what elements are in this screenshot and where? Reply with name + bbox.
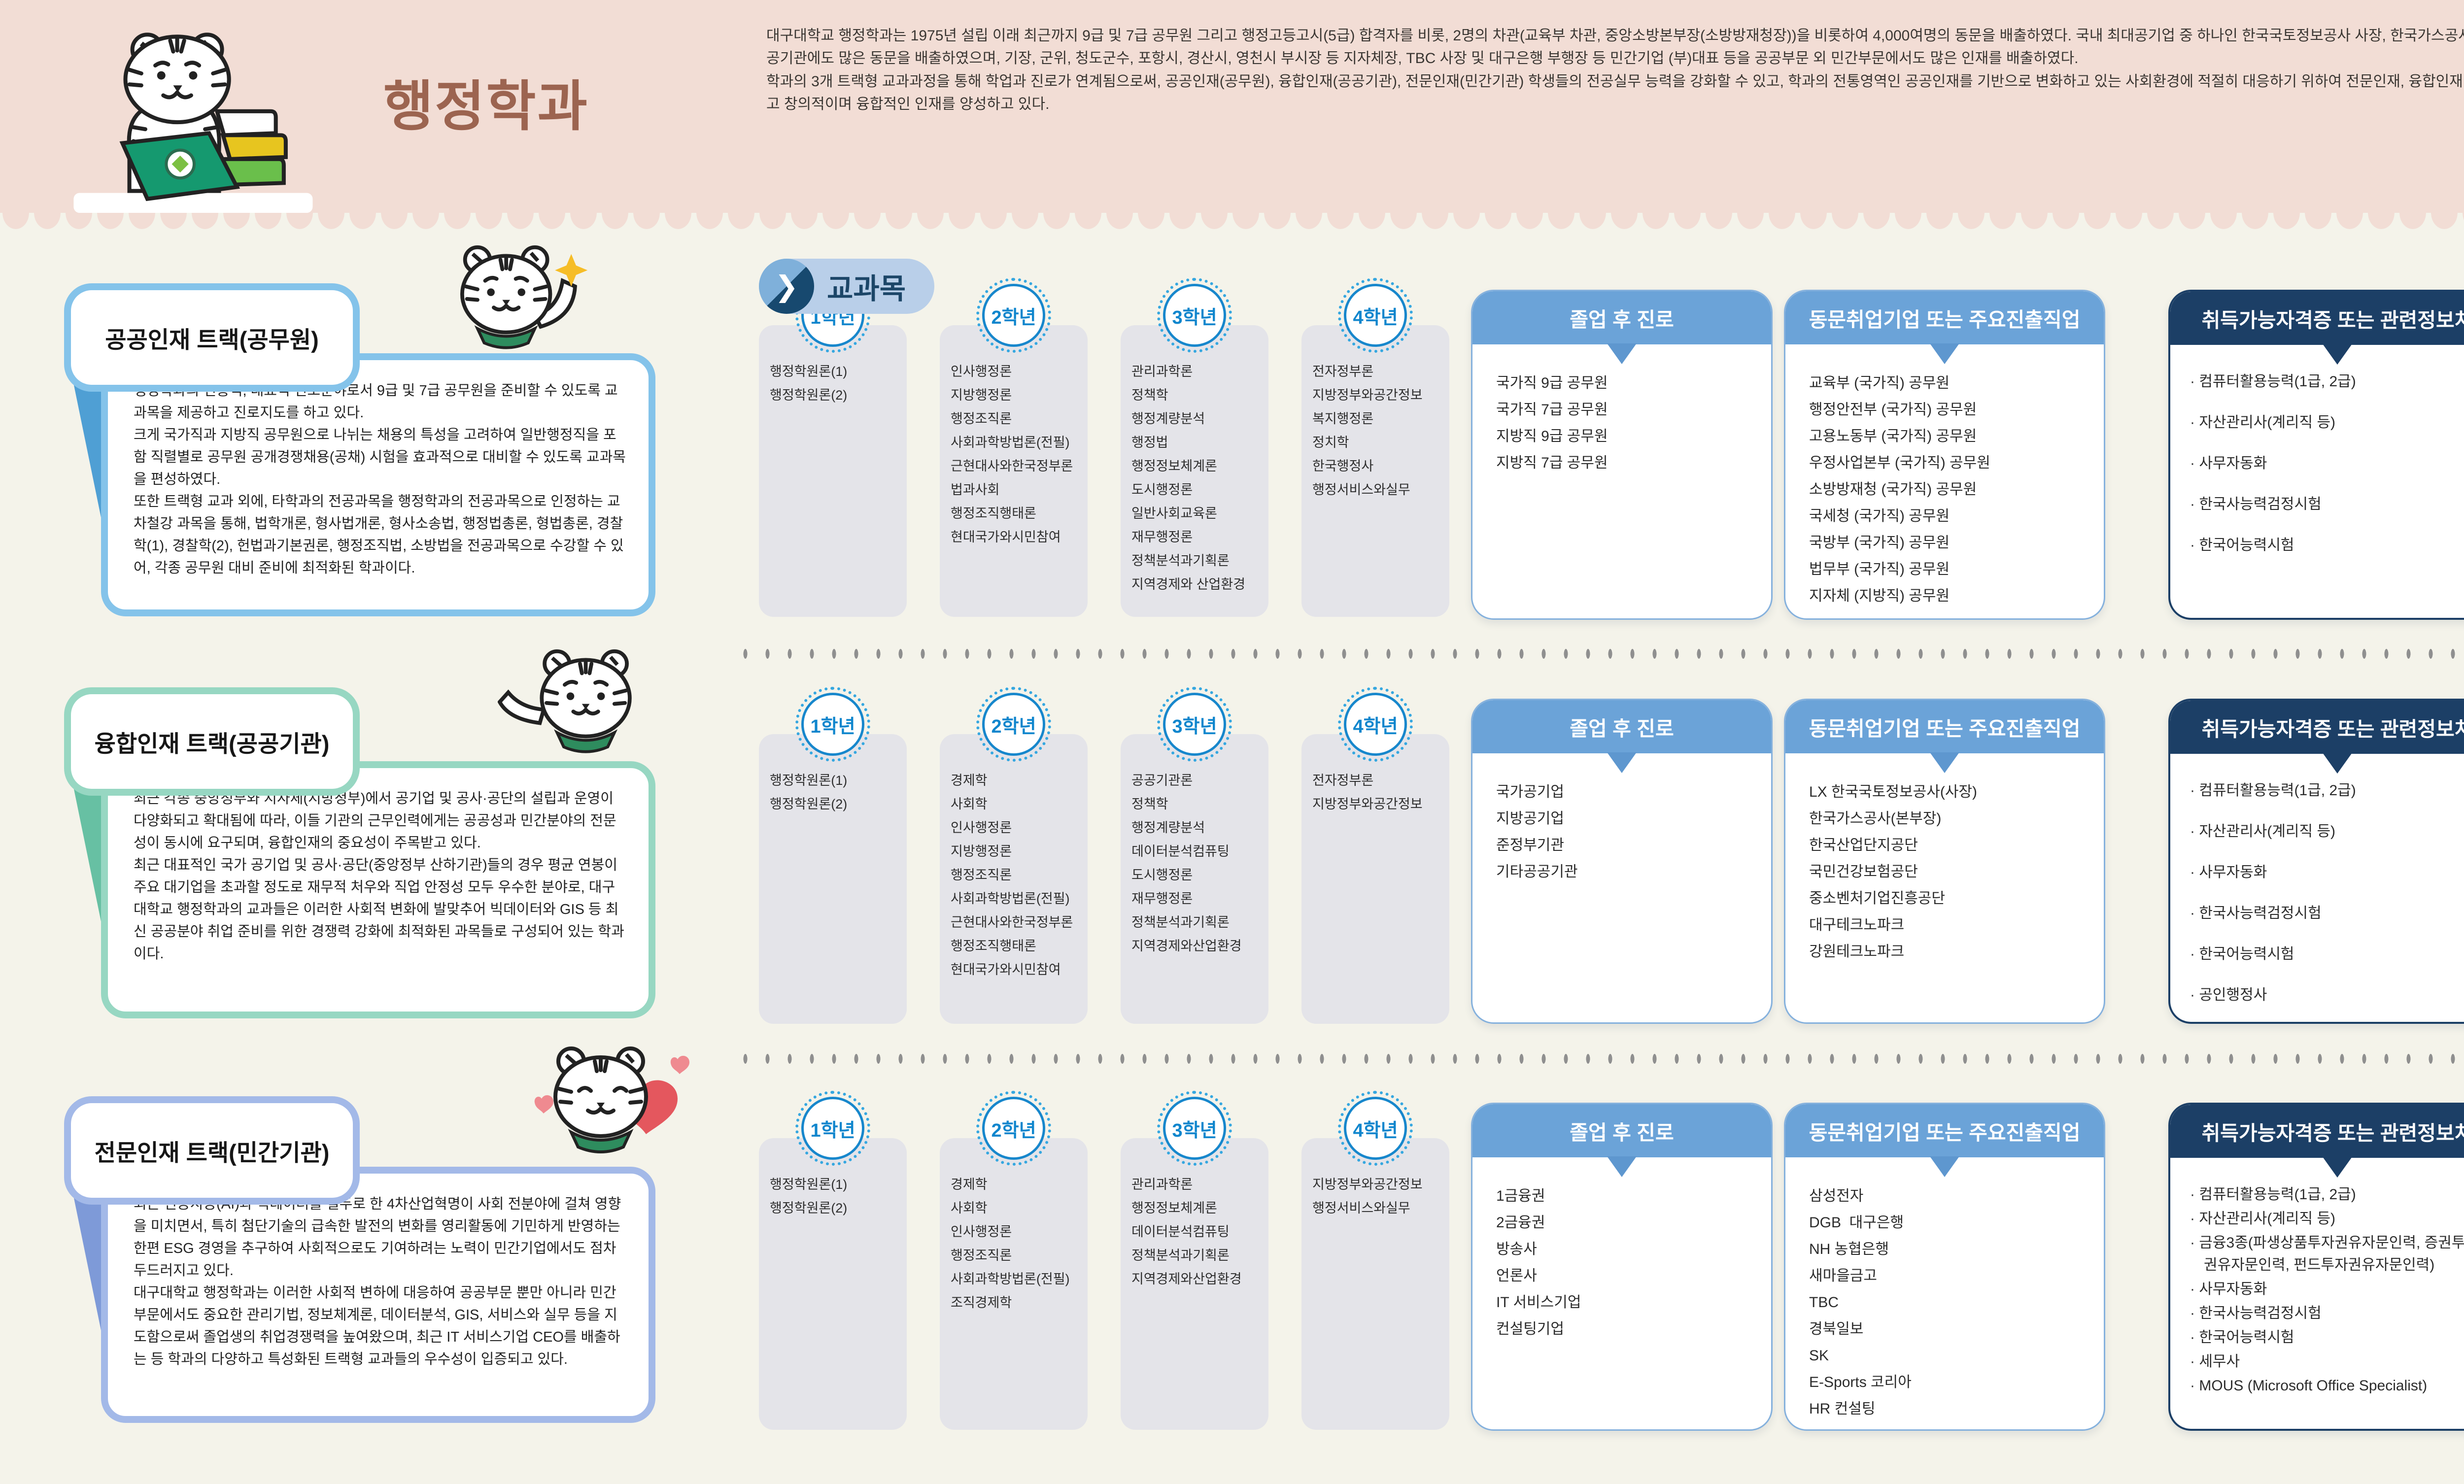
career-box-header: 졸업 후 진로	[1472, 700, 1771, 773]
curriculum-column-year2: 2학년 경제학 사회학 인사행정론 행정조직론 사회과학방법론(전필) 조직경제학	[940, 1091, 1088, 1430]
year-badge: 4학년	[1338, 278, 1413, 353]
career-box: 졸업 후 진로 국가공기업 지방공기업 준정부기관 기타공공기관	[1471, 699, 1773, 1024]
year-badge: 1학년	[795, 1091, 870, 1166]
certificates-box: 취득가능자격증 또는 관련정보처 컴퓨터활용능력(1급, 2급)자산관리사(계리…	[2168, 290, 2464, 620]
companies-box-header: 동문취업기업 또는 주요진출직업	[1785, 1104, 2104, 1177]
course-list: 행정학원론(1) 행정학원론(2)	[770, 1177, 848, 1216]
companies-box: 동문취업기업 또는 주요진출직업 교육부 (국가직) 공무원 행정안전부 (국가직…	[1784, 290, 2105, 620]
curriculum-column-year2: 2학년 경제학 사회학 인사행정론 지방행정론 행정조직론 사회과학방법론(전필) 근현대사…	[940, 687, 1088, 1024]
certificates-box: 취득가능자격증 또는 관련정보처 컴퓨터활용능력(1급, 2급)자산관리사(계리…	[2168, 699, 2464, 1024]
tiger-pointing-mascot-icon	[498, 649, 632, 753]
curriculum-column-year1: 1학년 행정학원론(1) 행정학원론(2)	[759, 278, 907, 617]
intro-paragraph-2: 학과의 3개 트랙형 교과과정을 통해 학업과 진로가 연계됨으로써, 공공인재…	[766, 73, 2464, 112]
course-list: 경제학 사회학 인사행정론 지방행정론 행정조직론 사회과학방법론(전필) 근현대사와한국정…	[951, 773, 1073, 978]
dotted-divider	[734, 1053, 2464, 1064]
course-list: 지방정부와공간정보 행정서비스와실무	[1312, 1177, 1423, 1216]
companies-box: 동문취업기업 또는 주요진출직업 LX 한국국토정보공사(사장) 한국가스공사(본…	[1784, 699, 2105, 1024]
pointer-triangle	[1930, 752, 1959, 773]
curriculum-column-year4: 4학년 전자정부론 지방정부와공간정보 복지행정론 정치학 한국행정사 행정서비스와실무	[1301, 278, 1449, 617]
pointer-triangle	[2323, 1157, 2352, 1178]
course-list: 관리과학론 정책학 행정계량분석 행정법 행정정보체계론 도시행정론 일반사회교육론 재무행정…	[1131, 364, 1246, 592]
career-box: 졸업 후 진로 국가직 9급 공무원 국가직 7급 공무원 지방직 9급 공무원 지방…	[1471, 290, 1773, 620]
year-badge: 4학년	[1338, 687, 1413, 762]
companies-list: 교육부 (국가직) 공무원 행정안전부 (국가직) 공무원 고용노동부 (국가직) …	[1809, 375, 1990, 604]
year-badge: 4학년	[1338, 1091, 1413, 1166]
curriculum-column-year2: 2학년 인사행정론 지방행정론 행정조직론 사회과학방법론(전필) 근현대사와한국정부론…	[940, 278, 1088, 617]
career-box: 졸업 후 진로 1금융권 2금융권 방송사 언론사 IT 서비스기업 컨설팅기업	[1471, 1103, 1773, 1431]
course-list: 공공기관론 정책학 행정계량분석 데이터분석컴퓨팅 도시행정론 재무행정론 정책분석과기획론…	[1131, 773, 1242, 954]
certificates-box: 취득가능자격증 또는 관련정보처 컴퓨터활용능력(1급, 2급)자산관리사(계리…	[2168, 1103, 2464, 1431]
companies-list: 삼성전자 DGB 대구은행 NH 농협은행 새마을금고 TBC 경북일보 SK E-Sport…	[1809, 1188, 1912, 1417]
companies-box-header: 동문취업기업 또는 주요진출직업	[1785, 291, 2104, 364]
curriculum-column-year1: 1학년 행정학원론(1) 행정학원론(2)	[759, 1091, 907, 1430]
course-list: 전자정부론 지방정부와공간정보 복지행정론 정치학 한국행정사 행정서비스와실무	[1312, 364, 1423, 498]
tiger-waving-mascot-icon	[460, 245, 588, 349]
certificates-box-header: 취득가능자격증 또는 관련정보처	[2170, 1105, 2464, 1178]
curriculum-column-year3: 3학년 관리과학론 정책학 행정계량분석 행정법 행정정보체계론 도시행정론 일반사회교육론…	[1121, 278, 1268, 617]
course-list: 전자정부론 지방정부와공간정보	[1312, 773, 1423, 812]
year-badge: 3학년	[1157, 1091, 1232, 1166]
career-box-header: 졸업 후 진로	[1472, 291, 1771, 364]
year-badge: 2학년	[976, 687, 1051, 762]
curriculum-column-year4: 4학년 지방정부와공간정보 행정서비스와실무	[1301, 1091, 1449, 1430]
companies-box-header: 동문취업기업 또는 주요진출직업	[1785, 700, 2104, 773]
course-list: 인사행정론 지방행정론 행정조직론 사회과학방법론(전필) 근현대사와한국정부론 법과사회…	[951, 364, 1073, 545]
curriculum-column-year3: 3학년 공공기관론 정책학 행정계량분석 데이터분석컴퓨팅 도시행정론 재무행정론 정책분석…	[1121, 687, 1268, 1024]
pointer-triangle	[1607, 1156, 1637, 1177]
track-description-private-sector: 최근 인공지능(AI)과 빅데이터를 필두로 한 4차산업혁명이 사회 전분야에…	[101, 1167, 655, 1423]
curriculum-column-year1: 1학년 행정학원론(1) 행정학원론(2)	[759, 687, 907, 1024]
year-badge: 3학년	[1157, 278, 1232, 353]
pointer-triangle	[2323, 753, 2352, 774]
curriculum-column-year4: 4학년 전자정부론 지방정부와공간정보	[1301, 687, 1449, 1024]
certificates-box-header: 취득가능자격증 또는 관련정보처	[2170, 292, 2464, 365]
chevron-right-icon: ❯	[759, 259, 814, 314]
curriculum-label-text: 교과목	[827, 273, 906, 305]
career-box-header: 졸업 후 진로	[1472, 1104, 1771, 1177]
certificates-list: 컴퓨터활용능력(1급, 2급)자산관리사(계리직 등)사무자동화한국사능력검정시…	[2170, 754, 2464, 1022]
year-badge: 1학년	[795, 687, 870, 762]
pointer-triangle	[1607, 343, 1637, 364]
companies-box: 동문취업기업 또는 주요진출직업 삼성전자 DGB 대구은행 NH 농협은행 새마을금…	[1784, 1103, 2105, 1431]
career-list: 1금융권 2금융권 방송사 언론사 IT 서비스기업 컨설팅기업	[1496, 1188, 1581, 1337]
track-description-public-servant: 행정학과의 전통적, 대표적 진로분야로서 9급 및 7급 공무원을 준비할 수…	[101, 353, 655, 616]
dotted-divider	[734, 648, 2464, 659]
career-list: 국가직 9급 공무원 국가직 7급 공무원 지방직 9급 공무원 지방직 7급 공무원	[1496, 375, 1608, 471]
track-title-private-sector: 전문인재 트랙(민간기관)	[64, 1096, 360, 1205]
pointer-triangle	[1930, 1156, 1959, 1177]
year-badge: 2학년	[976, 278, 1051, 353]
pointer-triangle	[2323, 344, 2352, 365]
pointer-triangle	[1607, 752, 1637, 773]
page-title: 행정학과	[383, 76, 589, 137]
year-badge: 2학년	[976, 1091, 1051, 1166]
companies-list: LX 한국국토정보공사(사장) 한국가스공사(본부장) 한국산업단지공단 국민건강보험…	[1809, 784, 1978, 960]
career-list: 국가공기업 지방공기업 준정부기관 기타공공기관	[1496, 784, 1578, 880]
track-title-public-institution: 융합인재 트랙(공공기관)	[64, 687, 360, 796]
track-title-public-servant: 공공인재 트랙(공무원)	[64, 283, 360, 392]
intro-paragraph-1: 대구대학교 행정학과는 1975년 설립 이래 최근까지 9급 및 7급 공무원…	[766, 28, 2464, 67]
tiger-laptop-mascot-icon	[73, 33, 313, 213]
curriculum-column-year3: 3학년 관리과학론 행정정보체계론 데이터분석컴퓨팅 정책분석과기획론 지역경제와산업환…	[1121, 1091, 1268, 1430]
tiger-heart-mascot-icon	[534, 1046, 689, 1153]
certificates-list: 컴퓨터활용능력(1급, 2급)자산관리사(계리직 등)금융3종(파생상품투자권유…	[2170, 1158, 2464, 1397]
course-list: 행정학원론(1) 행정학원론(2)	[770, 773, 848, 812]
header-band	[0, 0, 2464, 213]
certificates-list: 컴퓨터활용능력(1급, 2급)자산관리사(계리직 등)사무자동화한국사능력검정시…	[2170, 345, 2464, 556]
certificates-box-header: 취득가능자격증 또는 관련정보처	[2170, 701, 2464, 774]
course-list: 관리과학론 행정정보체계론 데이터분석컴퓨팅 정책분석과기획론 지역경제와산업환경	[1131, 1177, 1242, 1287]
scallop-edge	[0, 213, 2464, 239]
year-badge: 3학년	[1157, 687, 1232, 762]
track-description-public-institution: 최근 각종 중앙정부와 지자체(지방정부)에서 공기업 및 공사·공단의 설립과…	[101, 761, 655, 1018]
curriculum-section-label: ❯ 교과목	[759, 259, 935, 314]
course-list: 행정학원론(1) 행정학원론(2)	[770, 364, 848, 403]
department-intro: 대구대학교 행정학과는 1975년 설립 이래 최근까지 9급 및 7급 공무원…	[766, 25, 2464, 116]
course-list: 경제학 사회학 인사행정론 행정조직론 사회과학방법론(전필) 조직경제학	[951, 1177, 1070, 1311]
pointer-triangle	[1930, 343, 1959, 364]
